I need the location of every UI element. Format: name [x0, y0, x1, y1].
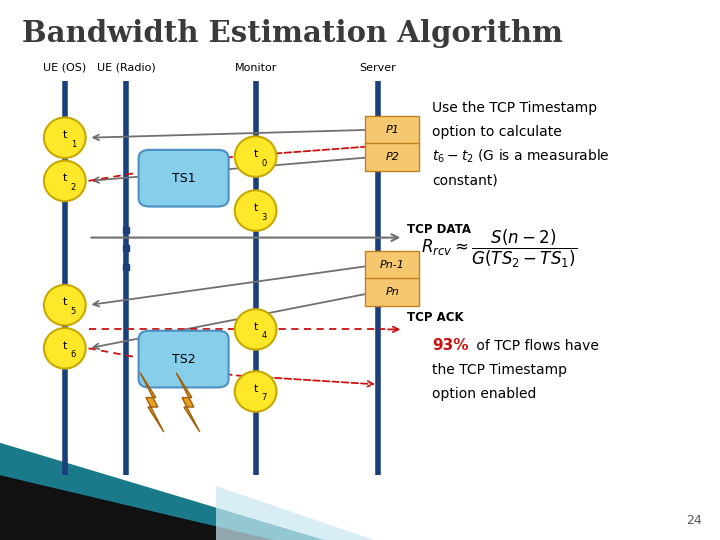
Text: TS2: TS2: [172, 353, 195, 366]
Text: t: t: [63, 173, 67, 183]
Text: TCP DATA: TCP DATA: [407, 223, 471, 236]
Ellipse shape: [44, 328, 86, 368]
Text: 1: 1: [71, 140, 76, 149]
Text: t: t: [253, 384, 258, 394]
Text: Monitor: Monitor: [235, 63, 276, 73]
Text: TS1: TS1: [172, 172, 195, 185]
Text: 7: 7: [261, 394, 267, 402]
FancyBboxPatch shape: [366, 278, 419, 306]
Text: P1: P1: [385, 125, 400, 134]
Ellipse shape: [44, 117, 86, 158]
Text: P2: P2: [385, 152, 400, 161]
FancyBboxPatch shape: [138, 150, 229, 206]
FancyBboxPatch shape: [366, 143, 419, 171]
Text: option to calculate: option to calculate: [432, 125, 562, 139]
Text: 93%: 93%: [432, 338, 469, 353]
Text: Pn-1: Pn-1: [380, 260, 405, 269]
Text: option enabled: option enabled: [432, 387, 536, 401]
Text: 3: 3: [261, 213, 267, 221]
Text: t: t: [253, 322, 258, 332]
Text: $R_{rcv} \approx \dfrac{S(n-2)}{G(TS_2 - TS_1)}$: $R_{rcv} \approx \dfrac{S(n-2)}{G(TS_2 -…: [421, 227, 577, 269]
Text: 24: 24: [686, 514, 702, 526]
Text: TCP ACK: TCP ACK: [407, 311, 464, 324]
Text: Bandwidth Estimation Algorithm: Bandwidth Estimation Algorithm: [22, 19, 562, 48]
Text: t: t: [63, 130, 67, 140]
Text: Pn: Pn: [385, 287, 400, 296]
Polygon shape: [216, 486, 374, 540]
Text: UE (OS): UE (OS): [43, 63, 86, 73]
Ellipse shape: [235, 372, 276, 411]
FancyBboxPatch shape: [366, 251, 419, 279]
Text: the TCP Timestamp: the TCP Timestamp: [432, 363, 567, 377]
Text: UE (Radio): UE (Radio): [96, 63, 156, 73]
Text: t: t: [253, 203, 258, 213]
Text: Use the TCP Timestamp: Use the TCP Timestamp: [432, 101, 597, 115]
Ellipse shape: [235, 191, 276, 231]
Text: 0: 0: [261, 159, 267, 167]
Text: constant): constant): [432, 174, 498, 188]
Text: $t_6 - t_2$ (G is a measurable: $t_6 - t_2$ (G is a measurable: [432, 148, 610, 165]
Text: Server: Server: [359, 63, 397, 73]
Text: 4: 4: [261, 332, 267, 340]
Text: 5: 5: [71, 307, 76, 316]
Text: 2: 2: [71, 183, 76, 192]
Ellipse shape: [44, 285, 86, 325]
Text: t: t: [63, 298, 67, 307]
Ellipse shape: [44, 160, 86, 201]
Polygon shape: [140, 373, 164, 432]
Polygon shape: [0, 475, 274, 540]
Ellipse shape: [235, 309, 276, 350]
Text: t: t: [63, 341, 67, 350]
FancyBboxPatch shape: [366, 116, 419, 144]
Text: 6: 6: [71, 350, 76, 359]
FancyBboxPatch shape: [138, 330, 229, 388]
Ellipse shape: [235, 137, 276, 177]
Text: t: t: [253, 149, 258, 159]
Text: of TCP flows have: of TCP flows have: [472, 339, 598, 353]
Polygon shape: [176, 373, 200, 432]
Polygon shape: [0, 443, 324, 540]
